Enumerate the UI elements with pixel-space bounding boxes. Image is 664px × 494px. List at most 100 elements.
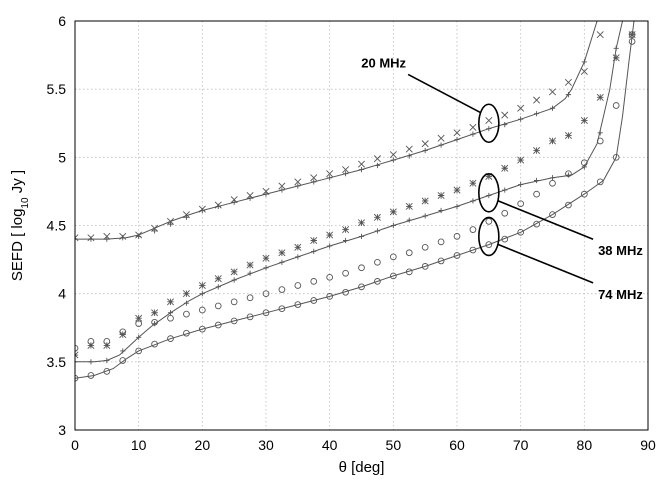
cross-marker — [294, 178, 302, 186]
cross-marker — [75, 234, 79, 242]
circle-marker — [342, 269, 349, 277]
circle-marker — [75, 374, 79, 382]
circle-marker — [421, 243, 429, 251]
y-axis-label-pre: SEFD [ log — [9, 209, 26, 282]
circle-marker — [183, 329, 190, 337]
plus-marker — [342, 237, 349, 244]
y-tick-label: 4.5 — [47, 218, 67, 234]
circle-marker — [628, 38, 636, 45]
plus-marker — [597, 130, 603, 136]
x-tick-label: 50 — [386, 437, 402, 453]
star-marker — [262, 254, 270, 262]
x-tick-label: 10 — [131, 437, 147, 453]
cross-marker — [389, 151, 397, 159]
y-tick-label: 5 — [58, 149, 66, 165]
plus-marker — [486, 126, 492, 132]
circle-marker — [214, 302, 222, 310]
plus-marker — [263, 265, 269, 271]
plus-marker — [549, 175, 556, 181]
circle-marker — [167, 335, 174, 343]
plus-marker — [358, 233, 365, 240]
leader-line — [497, 243, 594, 284]
series-1 — [75, 21, 604, 242]
star-marker — [357, 219, 366, 227]
star-marker — [278, 249, 286, 257]
plus-marker — [327, 175, 333, 181]
cross-marker — [166, 217, 175, 225]
y-tick-label: 3.5 — [47, 354, 67, 370]
star-marker — [103, 341, 111, 349]
plus-marker — [454, 137, 460, 143]
plus-marker — [358, 167, 365, 173]
circle-marker — [596, 137, 604, 145]
circle-marker — [246, 294, 254, 302]
cross-marker — [103, 232, 111, 240]
circle-marker — [294, 301, 302, 308]
circle-marker — [310, 278, 318, 285]
x-tick-label: 90 — [640, 437, 656, 453]
circle-marker — [278, 286, 286, 293]
circle-marker — [374, 278, 381, 285]
plus-marker — [311, 179, 317, 185]
star-marker — [548, 137, 557, 145]
circle-marker — [389, 253, 397, 261]
series-2 — [75, 21, 636, 365]
x-tick-label: 70 — [513, 437, 529, 453]
circle-marker — [103, 338, 111, 345]
cross-marker — [262, 187, 270, 195]
plot-frame — [74, 20, 649, 431]
circle-marker — [533, 190, 540, 198]
circle-marker — [469, 246, 477, 254]
star-marker — [564, 132, 572, 140]
annotation-label: 38 MHz — [598, 243, 643, 258]
circle-marker — [214, 321, 222, 329]
plus-marker — [406, 153, 412, 159]
plus-marker — [104, 236, 110, 242]
plus-marker — [422, 213, 428, 219]
star-marker — [580, 117, 588, 125]
plus-marker — [75, 359, 78, 365]
plus-marker — [518, 182, 524, 188]
plus-marker — [104, 357, 110, 364]
circle-marker — [75, 344, 79, 352]
cross-marker — [119, 232, 127, 240]
circle-marker — [469, 226, 477, 233]
cross-marker — [326, 170, 334, 178]
circle-marker — [198, 325, 206, 333]
circle-marker — [135, 347, 143, 355]
annotation-a38: 38 MHz — [478, 172, 643, 258]
cross-marker — [246, 191, 254, 200]
circle-marker — [596, 178, 604, 186]
cross-marker — [87, 234, 95, 242]
circle-marker — [135, 320, 143, 328]
circle-marker — [294, 282, 302, 289]
plus-marker — [279, 259, 285, 265]
plus-marker — [167, 221, 174, 227]
x-tick-label: 40 — [322, 437, 338, 453]
plus-marker — [231, 199, 237, 205]
plus-marker — [295, 254, 301, 260]
circle-marker — [565, 201, 572, 209]
plus-marker — [502, 122, 508, 128]
plus-marker — [136, 334, 142, 340]
cross-marker — [405, 145, 413, 153]
annotation-a74: 74 MHz — [478, 216, 643, 302]
plus-marker — [279, 187, 285, 193]
circle-marker — [358, 283, 365, 291]
plus-marker — [454, 203, 460, 210]
cross-marker — [373, 155, 381, 163]
circle-marker — [87, 372, 95, 379]
circle-marker — [151, 318, 158, 326]
plus-marker — [502, 187, 508, 193]
plus-marker — [390, 157, 396, 163]
star-marker — [151, 309, 159, 317]
plus-marker — [374, 228, 381, 234]
plus-marker — [390, 222, 396, 229]
plus-marker — [533, 177, 540, 184]
x-tick-label: 0 — [71, 437, 79, 453]
circle-marker — [358, 264, 365, 272]
circle-marker — [628, 31, 636, 38]
star-marker — [469, 179, 477, 187]
star-marker — [246, 261, 254, 269]
